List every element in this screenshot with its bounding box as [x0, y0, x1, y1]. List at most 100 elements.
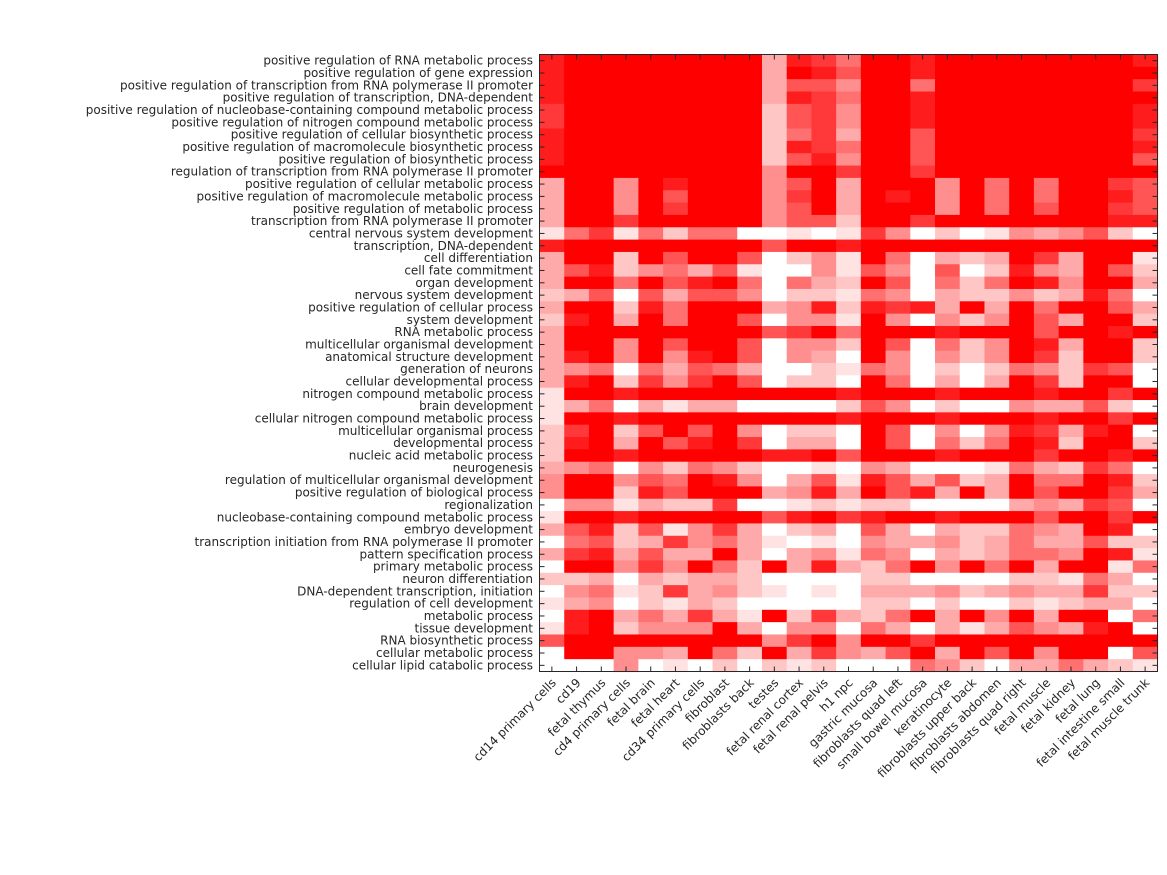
heatmap-cell: [1058, 103, 1084, 117]
heatmap-cell: [588, 91, 615, 105]
heatmap-cell: [663, 449, 689, 463]
heatmap-cell: [1033, 202, 1060, 216]
heatmap-cell: [613, 424, 639, 438]
heatmap-cell: [613, 103, 639, 117]
heatmap-cell: [811, 424, 837, 438]
heatmap-cell: [588, 66, 615, 80]
heatmap-cell: [860, 634, 887, 648]
heatmap-cell: [687, 597, 714, 611]
heatmap-cell: [959, 103, 986, 117]
heatmap-cell: [786, 523, 813, 537]
heatmap-cell: [836, 572, 862, 586]
heatmap-cell: [687, 486, 714, 500]
heatmap-cell: [860, 548, 887, 562]
heatmap-cell: [959, 572, 986, 586]
heatmap-cell: [712, 325, 738, 339]
heatmap-cell: [1033, 375, 1060, 389]
heatmap-cell: [1009, 276, 1035, 290]
heatmap-cell: [564, 251, 590, 265]
heatmap-cell: [1083, 264, 1109, 278]
heatmap-cell: [836, 449, 862, 463]
heatmap-cell: [910, 511, 936, 525]
heatmap-cell: [860, 264, 887, 278]
heatmap-cell: [811, 116, 837, 130]
heatmap-cell: [588, 461, 615, 475]
heatmap-cell: [564, 437, 590, 450]
heatmap-cell: [1132, 239, 1159, 253]
heatmap-cell: [885, 288, 911, 302]
heatmap-cell: [588, 264, 615, 278]
heatmap-cell: [761, 375, 788, 389]
heatmap-cell: [712, 251, 738, 265]
heatmap-cell: [1108, 523, 1134, 537]
heatmap-cell: [564, 190, 590, 204]
heatmap-cell: [761, 153, 788, 167]
heatmap-cell: [613, 585, 639, 599]
heatmap-cell: [1132, 634, 1159, 648]
heatmap-cell: [638, 609, 664, 623]
heatmap-cell: [935, 511, 961, 525]
heatmap-cell: [712, 634, 738, 648]
heatmap-cell: [984, 190, 1010, 204]
heatmap-cell: [564, 288, 590, 302]
heatmap-cell: [984, 177, 1010, 191]
heatmap-cell: [984, 461, 1010, 475]
heatmap-cell: [1083, 276, 1109, 290]
heatmap-cell: [959, 449, 986, 463]
heatmap-cell: [687, 350, 714, 364]
heatmap-cell: [786, 227, 813, 241]
heatmap-cell: [588, 276, 615, 290]
heatmap-cell: [1108, 79, 1134, 93]
row-label: nucleobase-containing compound metabolic…: [217, 510, 533, 524]
heatmap-cell: [663, 597, 689, 611]
heatmap-cell: [761, 276, 788, 290]
heatmap-cell: [712, 523, 738, 537]
heatmap-cell: [1058, 461, 1084, 475]
heatmap-cell: [786, 363, 813, 376]
heatmap-cell: [836, 523, 862, 537]
heatmap-cell: [1058, 264, 1084, 278]
heatmap-cell: [539, 511, 565, 525]
heatmap-cell: [811, 560, 837, 574]
heatmap-cell: [712, 474, 738, 487]
heatmap-cell: [959, 91, 986, 105]
heatmap-cell: [1009, 140, 1035, 154]
heatmap-cell: [539, 375, 565, 389]
heatmap-cell: [836, 461, 862, 475]
heatmap-cell: [935, 239, 961, 253]
heatmap-cell: [588, 449, 615, 463]
heatmap-cell: [885, 301, 911, 315]
heatmap-cell: [1009, 387, 1035, 401]
heatmap-cell: [836, 622, 862, 636]
heatmap-cell: [737, 535, 763, 549]
heatmap-cell: [687, 288, 714, 302]
heatmap-cell: [1009, 165, 1035, 179]
heatmap-cell: [910, 276, 936, 290]
heatmap-cell: [836, 548, 862, 562]
heatmap-cell: [984, 437, 1010, 450]
heatmap-cell: [885, 424, 911, 438]
heatmap-cell: [1108, 103, 1134, 117]
heatmap-cell: [1132, 560, 1159, 574]
heatmap-cell: [786, 498, 813, 512]
heatmap-cell: [786, 288, 813, 302]
heatmap-cell: [836, 153, 862, 167]
heatmap-cell: [1058, 400, 1084, 413]
heatmap-cell: [860, 523, 887, 537]
heatmap-cell: [910, 288, 936, 302]
heatmap-cell: [836, 511, 862, 525]
heatmap-cell: [935, 474, 961, 487]
heatmap-cell: [935, 634, 961, 648]
heatmap-cell: [885, 313, 911, 327]
heatmap-cell: [712, 449, 738, 463]
heatmap-cell: [959, 597, 986, 611]
heatmap-cell: [910, 486, 936, 500]
heatmap-cell: [885, 251, 911, 265]
heatmap-cell: [885, 177, 911, 191]
heatmap-cell: [984, 264, 1010, 278]
row-label: regionalization: [444, 498, 533, 512]
heatmap-cell: [959, 437, 986, 450]
heatmap-cell: [910, 202, 936, 216]
heatmap-cell: [737, 227, 763, 241]
axis-ticks: [539, 54, 1158, 672]
